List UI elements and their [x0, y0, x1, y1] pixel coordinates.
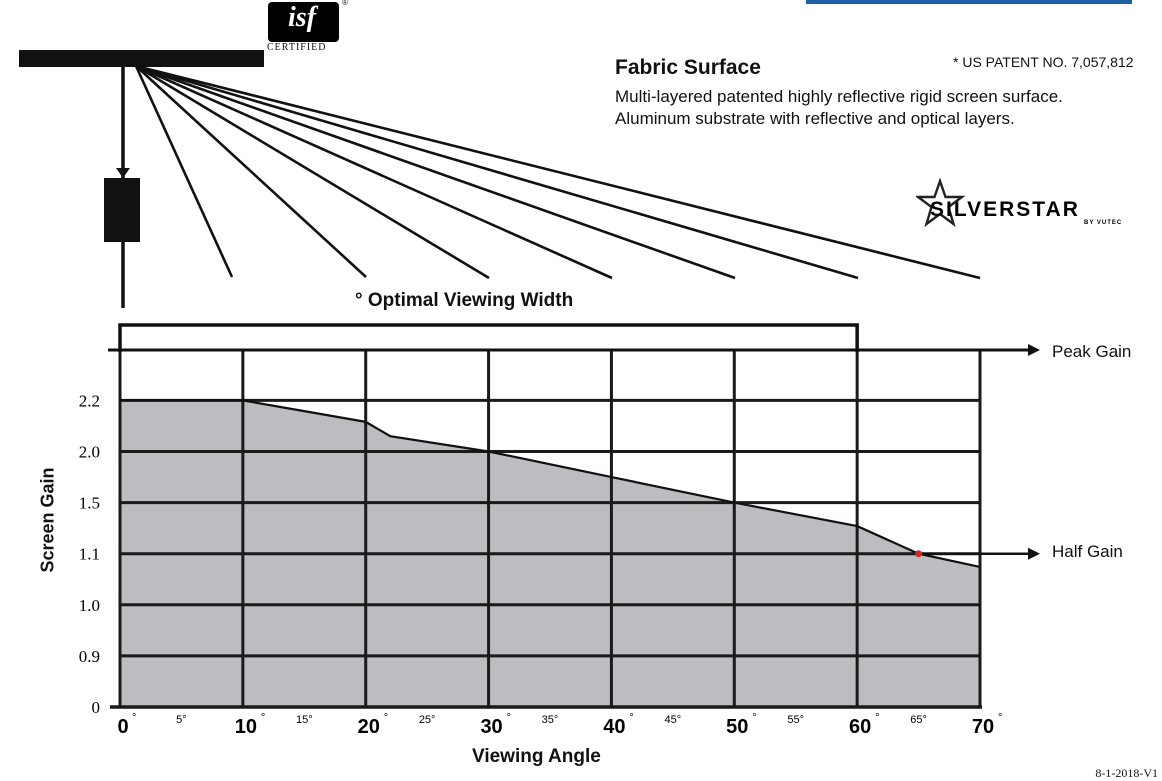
x-minor-tick-label: 35° [542, 714, 559, 726]
silverstar-logo: SILVERSTAR BY VUTEC [916, 178, 1122, 228]
viewing-ray [135, 65, 367, 278]
x-tick-label: 60 [849, 716, 871, 738]
accent-bar [806, 0, 1132, 4]
y-tick-label: 1.0 [79, 596, 100, 615]
x-tick-degree: ° [507, 712, 511, 724]
optimal-width-bracket [118, 323, 859, 352]
x-minor-tick-label: 45° [665, 714, 682, 726]
screen-bar [19, 50, 264, 67]
y-tick-label: 2.2 [79, 391, 100, 410]
mount-arrow [116, 168, 130, 178]
x-tick-label: 30 [480, 716, 502, 738]
x-tick-degree: ° [998, 712, 1002, 724]
patent-notice: * US PATENT NO. 7,057,812 [953, 54, 1134, 70]
projector-body [104, 178, 140, 242]
star-icon [916, 178, 966, 228]
isf-certified-caption: CERTIFIED [267, 42, 327, 53]
peak-gain-label: Peak Gain [1052, 342, 1132, 361]
x-tick-label: 70 [972, 716, 994, 738]
brand-sub: BY VUTEC [1084, 220, 1122, 226]
viewing-ray [135, 64, 859, 280]
version-code: 8-1-2018-V1 [1095, 766, 1158, 780]
x-tick-label: 0 [117, 716, 128, 738]
y-axis-label: Screen Gain [37, 467, 58, 573]
half-gain-label: Half Gain [1052, 542, 1123, 561]
x-minor-tick-label: 65° [910, 714, 927, 726]
x-tick-degree: ° [629, 712, 633, 724]
viewing-ray [135, 64, 490, 280]
viewing-ray [135, 64, 981, 280]
y-tick-label: 1.5 [79, 494, 100, 513]
x-tick-degree: ° [875, 712, 879, 724]
x-minor-tick-label: 55° [787, 714, 804, 726]
viewing-ray [135, 64, 736, 280]
half-gain-arrow-head [1028, 547, 1040, 560]
description-line-2: Aluminum substrate with reflective and o… [615, 109, 1015, 128]
viewing-ray [135, 64, 613, 280]
x-minor-tick-label: 15° [296, 714, 313, 726]
gain-curve-line [120, 399, 981, 569]
brand-name: SILVERSTAR [930, 198, 1080, 221]
peak-gain-arrow-head [1028, 344, 1040, 356]
x-tick-degree: ° [384, 712, 388, 724]
y-tick-label: 0 [92, 698, 101, 717]
x-tick-label: 20 [358, 716, 380, 738]
x-tick-label: 10 [235, 716, 257, 738]
isf-registered-mark: ® [342, 0, 348, 7]
viewing-ray [134, 65, 234, 278]
x-tick-label: 40 [603, 716, 625, 738]
x-minor-tick-label: 25° [419, 714, 436, 726]
x-tick-degree: ° [132, 712, 136, 724]
description-line-1: Multi-layered patented highly reflective… [615, 87, 1063, 106]
y-tick-label: 2.0 [79, 443, 100, 462]
x-minor-tick-label: 5° [176, 714, 187, 726]
isf-logo-mark: isf [288, 2, 316, 33]
x-axis-label: Viewing Angle [472, 746, 601, 767]
screen-gain-chart: 0 0.9 1.0 1.1 1.5 2.0 2.2 0 ° 10 ° 20 ° 30 ° 40 ° 50 ° 60 ° 7… [79, 323, 1040, 738]
isf-logo: isf [268, 2, 339, 42]
y-tick-label: 1.1 [79, 545, 100, 564]
viewing-ray-fan [19, 50, 981, 308]
optimal-viewing-width-label: ° Optimal Viewing Width [355, 290, 574, 311]
y-tick-label: 0.9 [79, 647, 100, 666]
x-tick-label: 50 [726, 716, 748, 738]
x-tick-degree: ° [261, 712, 265, 724]
half-gain-marker [915, 550, 923, 558]
x-tick-degree: ° [752, 712, 756, 724]
page-title: Fabric Surface [615, 56, 761, 79]
